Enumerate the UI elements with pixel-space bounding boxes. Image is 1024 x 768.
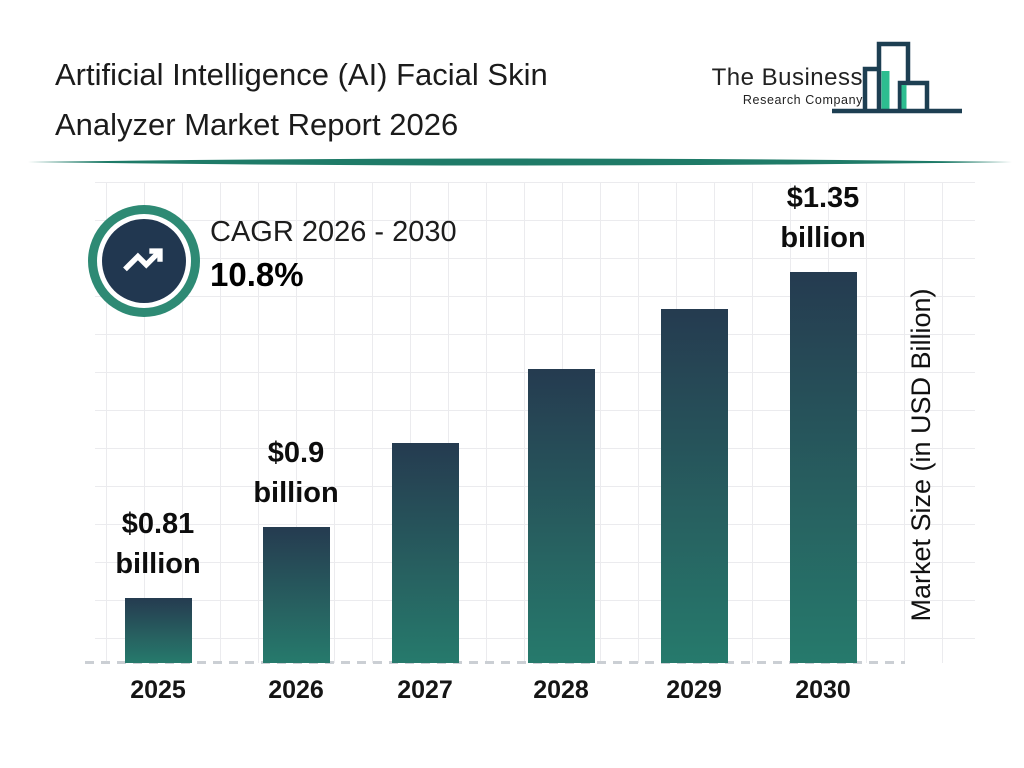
logo-skyline-bars-icon — [832, 41, 962, 114]
page-title-line1: Artificial Intelligence (AI) Facial Skin — [55, 57, 548, 92]
x-axis-tick-2027: 2027 — [397, 676, 453, 704]
x-axis-tick-2030: 2030 — [795, 676, 851, 704]
chart-bar-2030 — [789, 272, 857, 663]
x-axis-tick-2029: 2029 — [666, 676, 722, 704]
bar-value-label-2025: $0.81 billion — [115, 508, 201, 580]
cagr-value: 10.8% — [210, 256, 304, 293]
company-logo-name: The Business — [711, 64, 863, 91]
trend-up-icon — [123, 248, 163, 272]
company-logo-subname: Research Company — [742, 93, 863, 107]
x-axis-baseline — [85, 661, 905, 664]
chart-bar-2025 — [124, 598, 192, 663]
chart-bar-2028 — [527, 369, 595, 663]
x-axis-tick-2025: 2025 — [130, 676, 186, 704]
bar-value-label-2030: $1.35 billion — [780, 182, 866, 254]
page-title-line2: Analyzer Market Report 2026 — [55, 107, 459, 142]
plot-area: $0.81 billion 2025 $0.9 billion 2026 2027 2028 2… — [85, 182, 975, 704]
x-axis-tick-2028: 2028 — [533, 676, 589, 704]
header-divider — [28, 158, 1012, 166]
cagr-text-block: CAGR 2026 - 2030 10.8% — [210, 216, 457, 294]
cagr-period-label: CAGR 2026 - 2030 — [210, 216, 457, 248]
chart-bar-2026 — [262, 527, 330, 663]
cagr-badge-disc — [102, 219, 186, 303]
cagr-badge — [88, 205, 200, 317]
chart-bar-2027 — [391, 443, 459, 663]
y-axis-label: Market Size (in USD Billion) — [906, 288, 936, 622]
chart-bar-2029 — [660, 309, 728, 663]
x-axis-tick-2026: 2026 — [268, 676, 324, 704]
page-title: Artificial Intelligence (AI) Facial Skin… — [55, 50, 735, 150]
bar-value-label-2026: $0.9 billion — [253, 437, 339, 509]
company-logo-text: The Business Research Company — [690, 64, 863, 107]
